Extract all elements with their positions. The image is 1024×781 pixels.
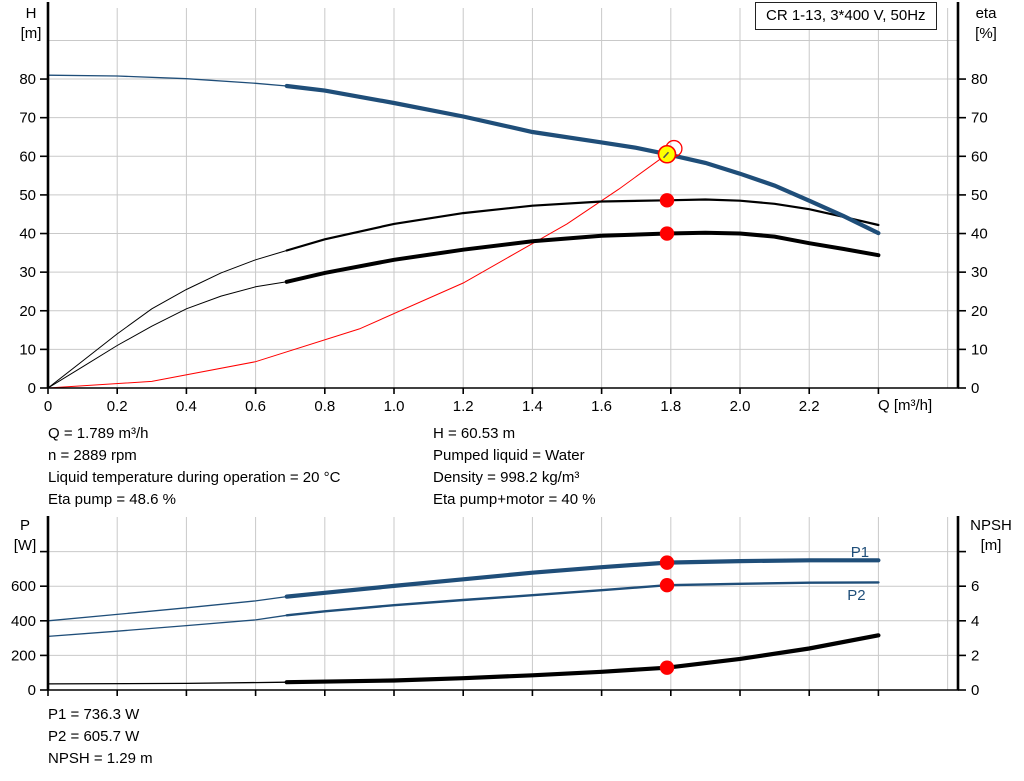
p-axis-label: P [W] — [6, 516, 44, 556]
y-left-tick-label: 10 — [19, 341, 36, 358]
stat-head: H = 60.53 m — [433, 425, 516, 442]
p-axis-label-line1: P — [19, 517, 30, 534]
stat-flow: Q = 1.789 m³/h — [48, 425, 149, 442]
y-left-tick-label: 20 — [19, 303, 36, 320]
y-left-tick-label: 60 — [19, 148, 36, 165]
stat-eta-pump-motor: Eta pump+motor = 40 % — [433, 491, 596, 508]
y-right-tick-label: 0 — [971, 380, 979, 397]
y-right-tick-label: 60 — [971, 148, 988, 165]
p-axis-label-line2: [W] — [13, 537, 37, 554]
stat-liquid: Pumped liquid = Water — [433, 447, 585, 464]
stat-temperature: Liquid temperature during operation = 20… — [48, 469, 341, 486]
y-right-tick-label: 50 — [971, 187, 988, 204]
series-system-curve — [47, 153, 668, 389]
y-right-tick-label: 80 — [971, 71, 988, 88]
x-tick-label: 1.0 — [384, 398, 405, 415]
eta-axis-label: eta [%] — [964, 4, 1008, 44]
x-tick-label: 1.6 — [591, 398, 612, 415]
y-right-tick-label: 70 — [971, 110, 988, 127]
stat-p2: P2 = 605.7 W — [48, 728, 140, 745]
h-axis-label-line1: H — [25, 5, 37, 22]
marker-p2-dot — [659, 578, 675, 593]
y-right-tick-label: 0 — [971, 682, 979, 699]
curve-label-P2: P2 — [847, 587, 865, 604]
marker-npsh-dot — [659, 660, 675, 675]
stat-eta-pump: Eta pump = 48.6 % — [48, 491, 176, 508]
x-tick-label: 0.6 — [245, 398, 266, 415]
x-tick-label: 0.4 — [176, 398, 197, 415]
x-tick-label: 1.4 — [522, 398, 543, 415]
stat-density: Density = 998.2 kg/m³ — [433, 469, 580, 486]
y-right-tick-label: 4 — [971, 613, 979, 630]
power-stats: P1 = 736.3 W P2 = 605.7 W NPSH = 1.29 m — [48, 704, 153, 770]
y-left-tick-label: 50 — [19, 187, 36, 204]
marker-p1-dot — [659, 555, 675, 570]
y-left-tick-label: 200 — [11, 647, 36, 664]
y-right-tick-label: 40 — [971, 226, 988, 243]
y-left-tick-label: 70 — [19, 110, 36, 127]
npsh-axis-label: NPSH [m] — [962, 516, 1020, 556]
qh-eta-chart: 0 10 20 30 40 50 60 70 80 0 10 20 30 40 50 60 70 80 0 0.2 0.… — [19, 2, 988, 415]
x-tick-label: 0.8 — [314, 398, 335, 415]
series-P1-power-curve — [47, 558, 881, 622]
marker-eta-motor-dot — [659, 226, 675, 241]
pump-title-box: CR 1-13, 3*400 V, 50Hz — [755, 2, 937, 30]
marker-duty-point[interactable] — [657, 144, 677, 164]
duty-stats-right: H = 60.53 m Pumped liquid = Water Densit… — [433, 423, 596, 511]
x-tick-label: 0.2 — [107, 398, 128, 415]
x-tick-label: 2.2 — [799, 398, 820, 415]
power-npsh-chart: 0 200 400 600 0 2 4 6 P1 P2 — [11, 516, 979, 699]
eta-axis-label-line1: eta — [975, 5, 997, 22]
eta-axis-label-line2: [%] — [975, 25, 997, 42]
y-left-tick-label: 30 — [19, 264, 36, 281]
stat-p1: P1 = 736.3 W — [48, 706, 140, 723]
gridlines — [48, 8, 958, 388]
y-left-tick-label: 400 — [11, 613, 36, 630]
series-P2-power-curve — [47, 581, 880, 638]
series-head-curve — [47, 74, 881, 236]
series-npsh-curve — [47, 633, 881, 685]
duty-stats-left: Q = 1.789 m³/h n = 2889 rpm Liquid tempe… — [48, 423, 340, 511]
marker-eta-pump-dot — [659, 193, 675, 208]
gridlines — [48, 517, 958, 690]
y-right-tick-label: 20 — [971, 303, 988, 320]
npsh-axis-label-line2: [m] — [980, 537, 1002, 554]
y-left-tick-label: 600 — [11, 578, 36, 595]
x-tick-label: 1.8 — [660, 398, 681, 415]
y-right-tick-label: 10 — [971, 341, 988, 358]
h-axis-label-line2: [m] — [20, 25, 42, 42]
axes: 0 200 400 600 0 2 4 6 — [11, 516, 979, 699]
x-tick-label: 0 — [44, 398, 52, 415]
y-right-tick-label: 6 — [971, 578, 979, 595]
y-right-tick-label: 30 — [971, 264, 988, 281]
stat-speed: n = 2889 rpm — [48, 447, 137, 464]
npsh-axis-label-line1: NPSH — [970, 517, 1012, 534]
h-axis-label: H [m] — [12, 4, 50, 44]
x-tick-label: 1.2 — [453, 398, 474, 415]
q-axis-label: Q [m³/h] — [878, 397, 933, 414]
y-left-tick-label: 40 — [19, 226, 36, 243]
y-right-tick-label: 2 — [971, 647, 979, 664]
stat-npsh: NPSH = 1.29 m — [48, 750, 153, 767]
y-left-tick-label: 0 — [28, 682, 36, 699]
axes: 0 10 20 30 40 50 60 70 80 0 10 20 30 40 50 60 70 80 0 0.2 0.… — [19, 2, 988, 415]
curve-label-P1: P1 — [851, 544, 869, 561]
y-left-tick-label: 80 — [19, 71, 36, 88]
x-tick-label: 2.0 — [730, 398, 751, 415]
y-left-tick-label: 0 — [28, 380, 36, 397]
